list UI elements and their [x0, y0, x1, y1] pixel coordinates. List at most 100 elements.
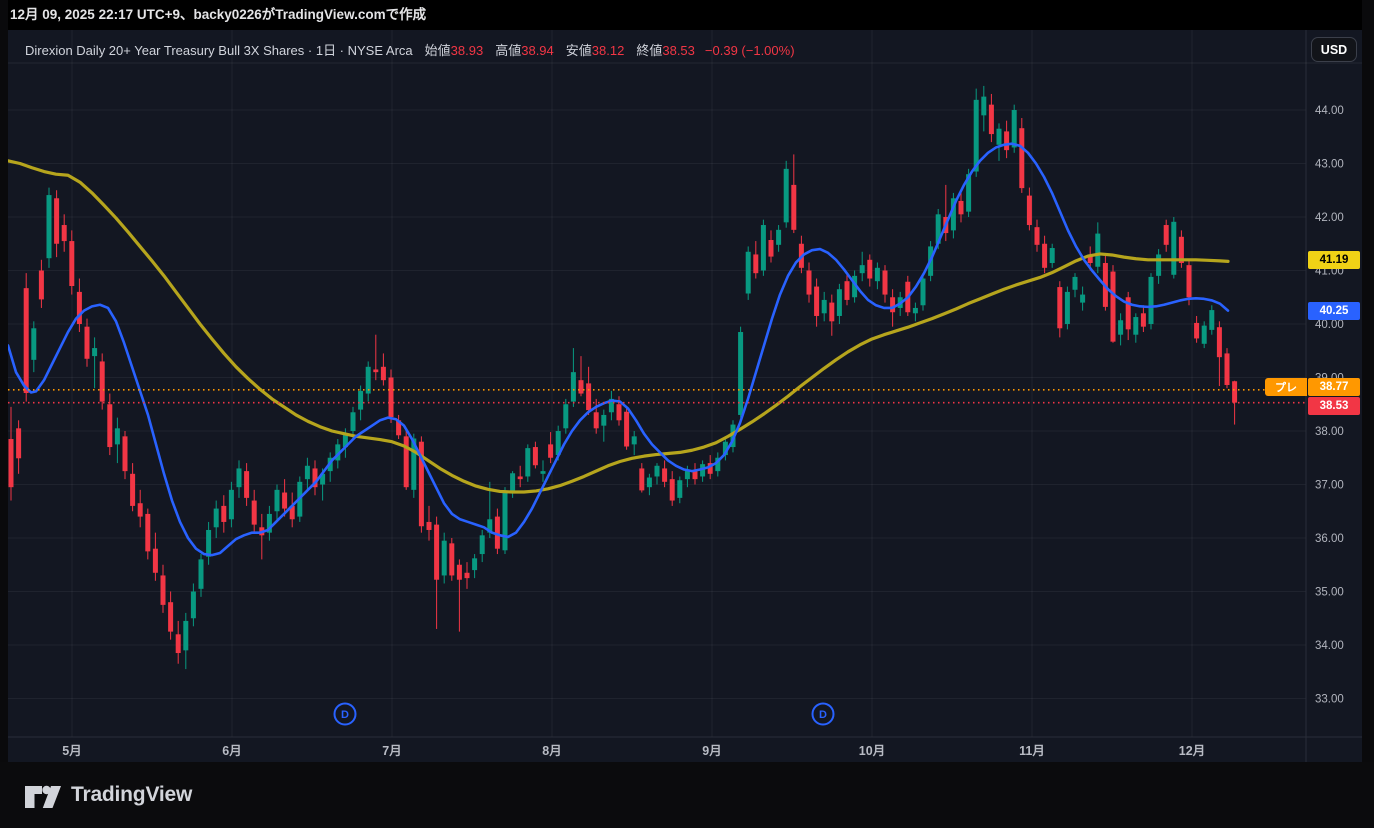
candle — [677, 476, 683, 504]
candle — [282, 479, 288, 517]
candle — [608, 390, 614, 421]
candle — [852, 270, 858, 303]
candle — [358, 385, 364, 421]
candle — [715, 452, 721, 477]
candle — [380, 353, 386, 386]
candle — [563, 398, 569, 434]
candle — [1232, 380, 1238, 425]
month-label: 8月 — [542, 744, 561, 758]
fast-ma-line — [8, 142, 1230, 557]
candle — [722, 436, 728, 461]
attribution-bar: 12月 09, 2025 22:17 UTC+9、backy0226がTradi… — [0, 0, 1374, 30]
candle — [1042, 235, 1048, 274]
currency-button[interactable]: USD — [1311, 37, 1357, 62]
low-value: 38.12 — [591, 43, 625, 58]
candle — [46, 187, 52, 268]
candle — [631, 431, 637, 456]
candle — [456, 559, 462, 632]
left-edge — [0, 0, 8, 828]
legend: Direxion Daily 20+ Year Treasury Bull 3X… — [25, 40, 795, 58]
candle — [244, 463, 250, 506]
candle — [601, 409, 607, 442]
candle — [236, 460, 242, 498]
price-tick-label: 38.00 — [1315, 426, 1344, 438]
price-tick-label: 43.00 — [1315, 159, 1344, 171]
candle — [639, 463, 645, 493]
candle — [1057, 281, 1063, 338]
tradingview-logo[interactable]: TradingView — [25, 781, 192, 809]
candle — [973, 88, 979, 177]
candle — [365, 361, 371, 402]
candle — [540, 460, 546, 482]
month-label: 6月 — [222, 744, 241, 758]
candle — [388, 369, 394, 423]
candle — [829, 294, 835, 336]
candle — [304, 457, 310, 490]
candle — [874, 262, 880, 290]
high-label: 高値 — [495, 43, 522, 58]
svg-text:D: D — [341, 709, 349, 721]
candle — [373, 334, 379, 381]
candle — [692, 463, 698, 485]
candle — [1118, 313, 1124, 346]
candle — [1163, 219, 1169, 252]
candle — [745, 246, 751, 300]
candle — [228, 481, 234, 528]
candle — [1133, 313, 1139, 343]
dividend-marker[interactable]: D — [333, 702, 357, 726]
candle — [107, 393, 113, 456]
candle — [776, 225, 782, 252]
change-value: −0.39 (−1.00%) — [704, 43, 795, 58]
price-tag: 40.25 — [1308, 301, 1360, 320]
candle — [274, 484, 280, 522]
candle — [198, 554, 204, 597]
candle — [213, 500, 219, 538]
right-edge — [1362, 0, 1374, 828]
candle — [517, 465, 523, 488]
candle — [791, 154, 797, 234]
candle — [1004, 120, 1010, 159]
candle — [920, 273, 926, 311]
candle — [1019, 118, 1025, 193]
candle — [92, 337, 98, 389]
candle — [61, 214, 67, 252]
candle — [700, 460, 706, 482]
candle — [586, 366, 592, 415]
candle — [836, 283, 842, 324]
candle — [859, 251, 865, 282]
candle — [783, 160, 789, 228]
candle — [548, 432, 554, 464]
tradingview-logo-text: TradingView — [71, 783, 193, 806]
candle — [23, 273, 29, 402]
candle — [472, 554, 478, 579]
candle — [190, 583, 196, 627]
candle — [578, 356, 584, 397]
candle — [1034, 219, 1040, 252]
dividend-marker[interactable]: D — [811, 702, 835, 726]
candle — [403, 431, 409, 490]
candle — [289, 492, 295, 528]
candle — [312, 460, 318, 496]
month-label: 7月 — [382, 744, 401, 758]
time-axis[interactable]: 5月 6月 7月 8月 9月 10月 11月 12月 — [62, 744, 1205, 758]
candle — [183, 612, 189, 670]
price-tick-label: 42.00 — [1315, 212, 1344, 224]
candle — [821, 291, 827, 322]
candle — [1125, 291, 1131, 341]
open-label: 始値 — [424, 43, 451, 58]
candle — [434, 516, 440, 629]
symbol-title: Direxion Daily 20+ Year Treasury Bull 3X… — [25, 43, 413, 58]
candle — [768, 230, 774, 263]
chart-pane — [8, 30, 1362, 762]
candle — [16, 420, 22, 474]
price-tick-label: 36.00 — [1315, 533, 1344, 545]
candle — [251, 489, 257, 533]
candle — [1209, 305, 1215, 335]
candle — [114, 417, 120, 464]
price-tick-label: 35.00 — [1315, 587, 1344, 599]
candle — [1171, 217, 1177, 279]
candle — [221, 495, 227, 533]
price-tick-label: 44.00 — [1315, 105, 1344, 117]
candle — [806, 262, 812, 303]
